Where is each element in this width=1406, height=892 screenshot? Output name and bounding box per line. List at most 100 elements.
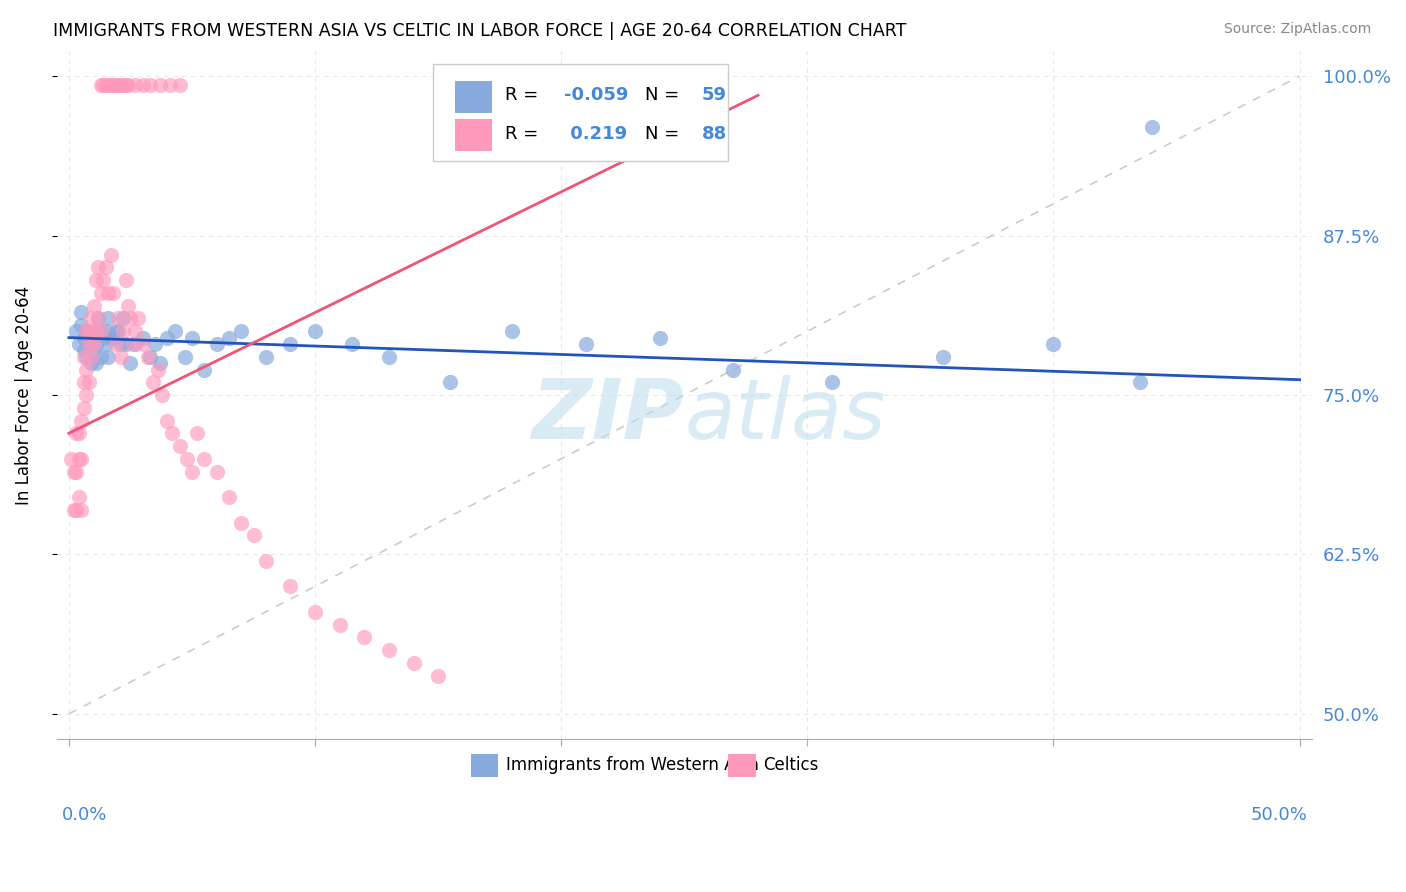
Point: [77, 337, 100, 351]
Text: Celtics: Celtics: [763, 756, 818, 774]
Point: [90, 285, 112, 300]
Point: [193, 362, 215, 376]
Point: [162, 426, 184, 441]
Point: [83, 343, 105, 358]
Point: [97, 285, 120, 300]
Point: [110, 337, 132, 351]
Point: [114, 273, 136, 287]
Point: [100, 248, 122, 262]
Text: atlas: atlas: [685, 376, 886, 456]
Point: [97, 350, 120, 364]
Point: [124, 324, 146, 338]
Point: [80, 311, 103, 326]
Point: [122, 337, 145, 351]
Point: [75, 324, 97, 338]
Text: R =: R =: [505, 87, 544, 104]
Point: [112, 78, 135, 92]
Point: [127, 311, 149, 326]
Point: [104, 337, 127, 351]
Point: [149, 78, 172, 92]
Point: [231, 516, 253, 530]
Point: [114, 337, 136, 351]
Point: [1140, 120, 1163, 135]
Point: [205, 465, 228, 479]
Point: [114, 78, 136, 92]
Point: [84, 324, 107, 338]
Point: [136, 350, 159, 364]
Text: R =: R =: [505, 125, 544, 143]
Point: [103, 330, 125, 344]
Point: [70, 318, 93, 332]
Point: [63, 503, 86, 517]
Text: IMMIGRANTS FROM WESTERN ASIA VS CELTIC IN LABOR FORCE | AGE 20-64 CORRELATION CH: IMMIGRANTS FROM WESTERN ASIA VS CELTIC I…: [53, 22, 907, 40]
Point: [340, 337, 363, 351]
Point: [242, 528, 264, 542]
Point: [501, 324, 523, 338]
Point: [139, 350, 162, 364]
Point: [93, 78, 115, 92]
Point: [63, 465, 86, 479]
Point: [117, 299, 139, 313]
Point: [378, 350, 401, 364]
Point: [173, 350, 195, 364]
Text: Source: ZipAtlas.com: Source: ZipAtlas.com: [1223, 22, 1371, 37]
Point: [75, 324, 97, 338]
Point: [156, 330, 179, 344]
Point: [67, 490, 90, 504]
Text: N =: N =: [645, 87, 685, 104]
Text: N =: N =: [645, 125, 685, 143]
Point: [75, 362, 97, 376]
Point: [107, 78, 129, 92]
Point: [304, 605, 326, 619]
Point: [90, 324, 112, 338]
Point: [117, 78, 139, 92]
Point: [107, 311, 129, 326]
Point: [124, 337, 146, 351]
Text: 0.219: 0.219: [564, 125, 627, 143]
Point: [648, 330, 671, 344]
Point: [218, 330, 240, 344]
Point: [94, 324, 117, 338]
Point: [280, 337, 302, 351]
Point: [80, 350, 103, 364]
Point: [65, 426, 87, 441]
Y-axis label: In Labor Force | Age 20-64: In Labor Force | Age 20-64: [15, 285, 32, 505]
Point: [87, 311, 110, 326]
Point: [149, 356, 172, 370]
Point: [65, 465, 87, 479]
Text: 88: 88: [702, 125, 727, 143]
Point: [77, 376, 100, 390]
Text: 50.0%: 50.0%: [1250, 805, 1308, 823]
Point: [80, 330, 103, 344]
Point: [112, 311, 135, 326]
Point: [73, 401, 96, 415]
Point: [94, 337, 117, 351]
Point: [90, 350, 112, 364]
Point: [143, 337, 166, 351]
Point: [70, 451, 93, 466]
Point: [87, 260, 110, 275]
Point: [73, 343, 96, 358]
FancyBboxPatch shape: [433, 64, 728, 161]
Point: [427, 668, 450, 682]
Point: [73, 350, 96, 364]
Point: [1129, 376, 1152, 390]
Point: [83, 324, 105, 338]
Point: [77, 337, 100, 351]
Point: [146, 362, 169, 376]
Point: [83, 337, 105, 351]
Point: [821, 376, 844, 390]
Point: [112, 324, 135, 338]
Point: [97, 78, 120, 92]
Point: [280, 579, 302, 593]
Bar: [471, 754, 499, 777]
Point: [254, 350, 277, 364]
Point: [152, 388, 174, 402]
Point: [70, 413, 93, 427]
Point: [67, 451, 90, 466]
Point: [110, 78, 132, 92]
Point: [90, 78, 112, 92]
Point: [186, 426, 208, 441]
Point: [139, 78, 162, 92]
Point: [156, 413, 179, 427]
